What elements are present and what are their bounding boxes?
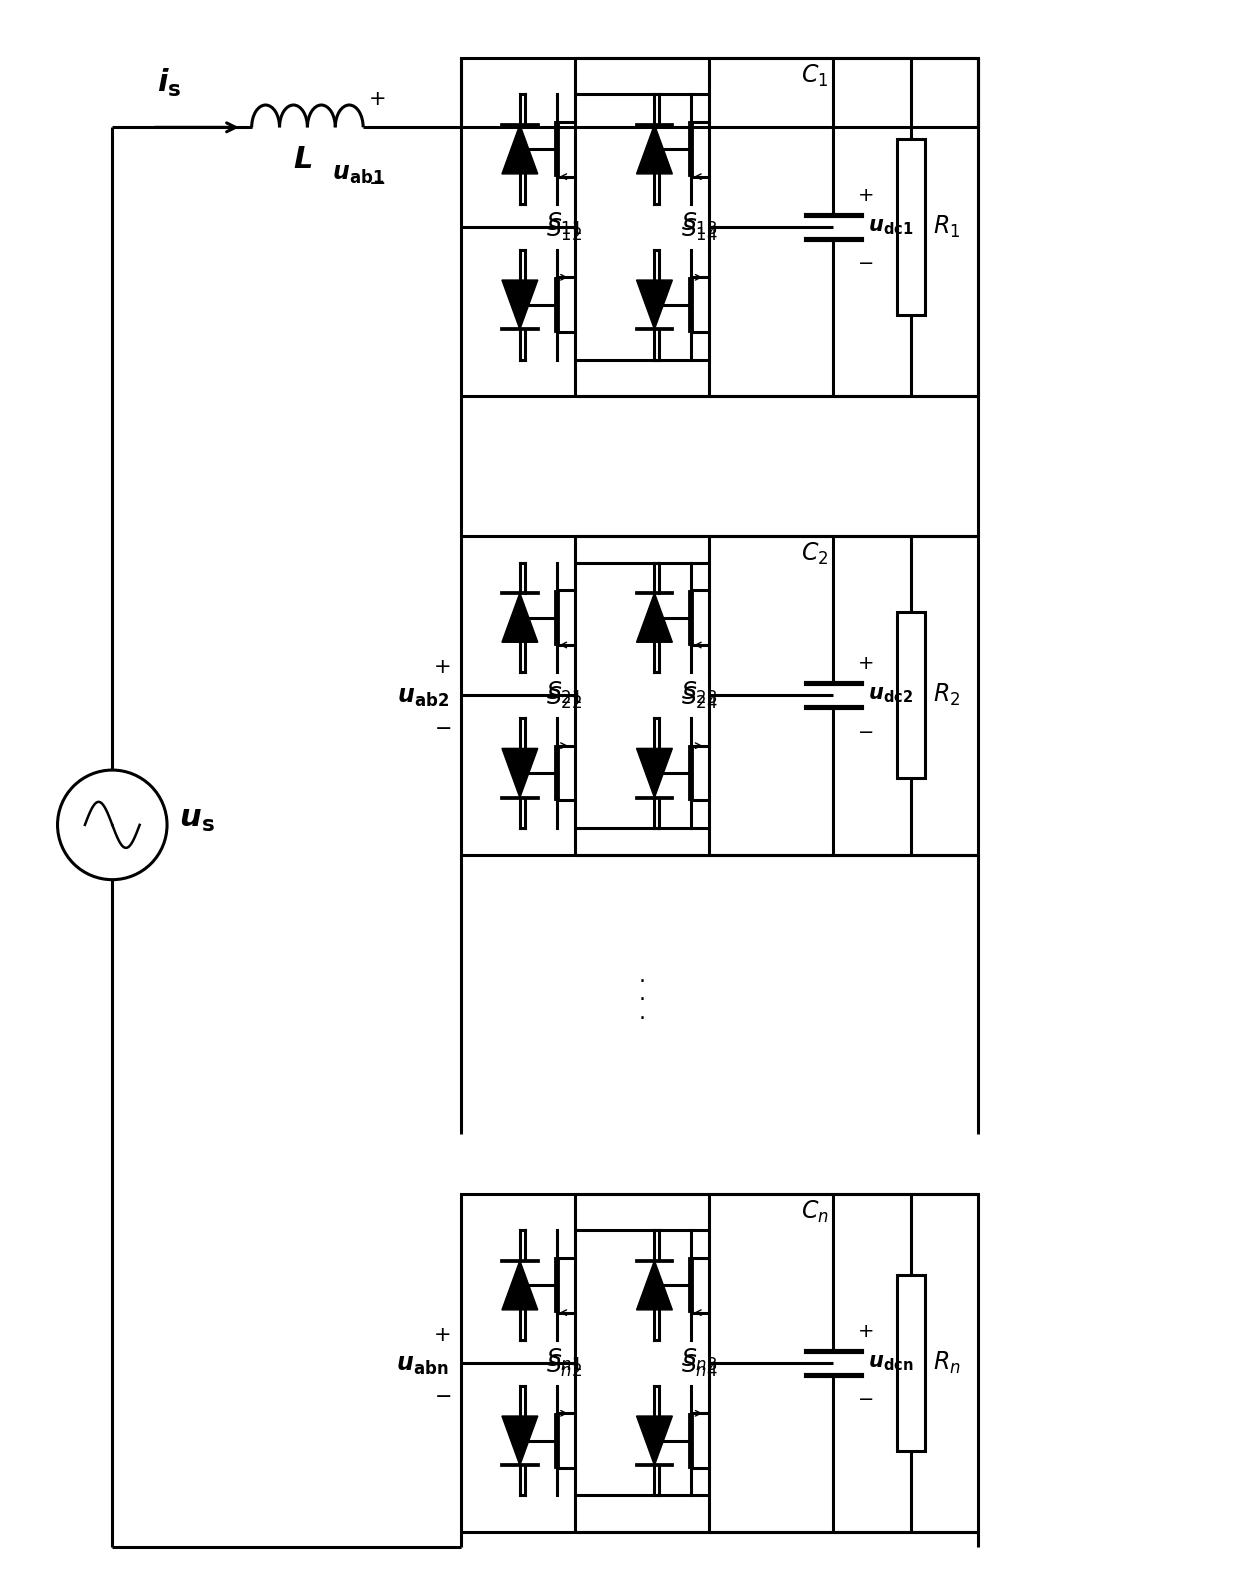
Text: $S_{14}$: $S_{14}$ <box>681 217 718 243</box>
Text: $S_{11}$: $S_{11}$ <box>547 211 583 238</box>
Text: $S_{n2}$: $S_{n2}$ <box>547 1353 583 1378</box>
Bar <box>461 536 978 855</box>
Text: $S_{n4}$: $S_{n4}$ <box>681 1353 718 1378</box>
Text: $S_{13}$: $S_{13}$ <box>681 211 718 238</box>
Text: $S_{23}$: $S_{23}$ <box>681 679 718 706</box>
Text: $S_{21}$: $S_{21}$ <box>547 679 583 706</box>
Text: $S_{n1}$: $S_{n1}$ <box>547 1347 583 1373</box>
Bar <box>461 58 978 397</box>
Text: $\boldsymbol{u}_{\mathbf{dcn}}$: $\boldsymbol{u}_{\mathbf{dcn}}$ <box>868 1353 914 1373</box>
Text: $R_{n}$: $R_{n}$ <box>932 1350 961 1377</box>
Bar <box>898 613 925 778</box>
Text: $+$: $+$ <box>368 90 386 109</box>
Text: $R_{1}$: $R_{1}$ <box>932 214 960 239</box>
Text: $+$: $+$ <box>434 1325 451 1345</box>
Text: $S_{22}$: $S_{22}$ <box>547 685 583 712</box>
Text: $C_{2}$: $C_{2}$ <box>801 540 828 567</box>
Text: $\boldsymbol{u}_{\mathbf{s}}$: $\boldsymbol{u}_{\mathbf{s}}$ <box>179 805 215 835</box>
Text: $-$: $-$ <box>368 172 386 192</box>
Text: $\boldsymbol{u}_{\mathbf{dc1}}$: $\boldsymbol{u}_{\mathbf{dc1}}$ <box>868 217 914 236</box>
Text: .
.
.: . . . <box>639 965 645 1022</box>
Polygon shape <box>502 280 538 329</box>
Text: $R_{2}$: $R_{2}$ <box>932 682 960 709</box>
Text: $\boldsymbol{u}_{\mathbf{ab1}}$: $\boldsymbol{u}_{\mathbf{ab1}}$ <box>332 162 384 186</box>
Bar <box>898 139 925 315</box>
Text: $+$: $+$ <box>434 657 451 677</box>
Bar <box>898 1274 925 1451</box>
Polygon shape <box>636 592 672 643</box>
Polygon shape <box>636 124 672 173</box>
Text: $C_{n}$: $C_{n}$ <box>801 1199 828 1225</box>
Text: $S_{n3}$: $S_{n3}$ <box>681 1347 718 1373</box>
Polygon shape <box>502 1416 538 1465</box>
Polygon shape <box>502 748 538 797</box>
Text: $-$: $-$ <box>857 252 873 271</box>
Text: $C_{1}$: $C_{1}$ <box>801 63 828 88</box>
Text: .
.
.: . . . <box>458 965 464 1022</box>
Bar <box>461 1194 978 1532</box>
Text: $S_{24}$: $S_{24}$ <box>681 685 718 712</box>
Text: $+$: $+$ <box>857 1321 873 1340</box>
Text: $+$: $+$ <box>857 654 873 673</box>
Polygon shape <box>502 592 538 643</box>
Polygon shape <box>502 1260 538 1310</box>
Polygon shape <box>636 1260 672 1310</box>
Polygon shape <box>636 280 672 329</box>
Text: $+$: $+$ <box>857 186 873 205</box>
Polygon shape <box>502 124 538 173</box>
Text: $\boldsymbol{u}_{\mathbf{dc2}}$: $\boldsymbol{u}_{\mathbf{dc2}}$ <box>868 685 914 706</box>
Polygon shape <box>636 1416 672 1465</box>
Text: $S_{12}$: $S_{12}$ <box>547 217 583 243</box>
Text: $\boldsymbol{u}_{\mathbf{ab2}}$: $\boldsymbol{u}_{\mathbf{ab2}}$ <box>397 685 449 709</box>
Text: $\boldsymbol{i}_{\mathbf{s}}$: $\boldsymbol{i}_{\mathbf{s}}$ <box>157 68 181 99</box>
Text: $-$: $-$ <box>434 1384 451 1405</box>
Text: $-$: $-$ <box>434 717 451 737</box>
Text: $\boldsymbol{L}$: $\boldsymbol{L}$ <box>293 145 312 175</box>
Text: $\boldsymbol{u}_{\mathbf{abn}}$: $\boldsymbol{u}_{\mathbf{abn}}$ <box>397 1353 449 1377</box>
Text: $-$: $-$ <box>857 721 873 740</box>
Text: $-$: $-$ <box>857 1388 873 1408</box>
Polygon shape <box>636 748 672 797</box>
